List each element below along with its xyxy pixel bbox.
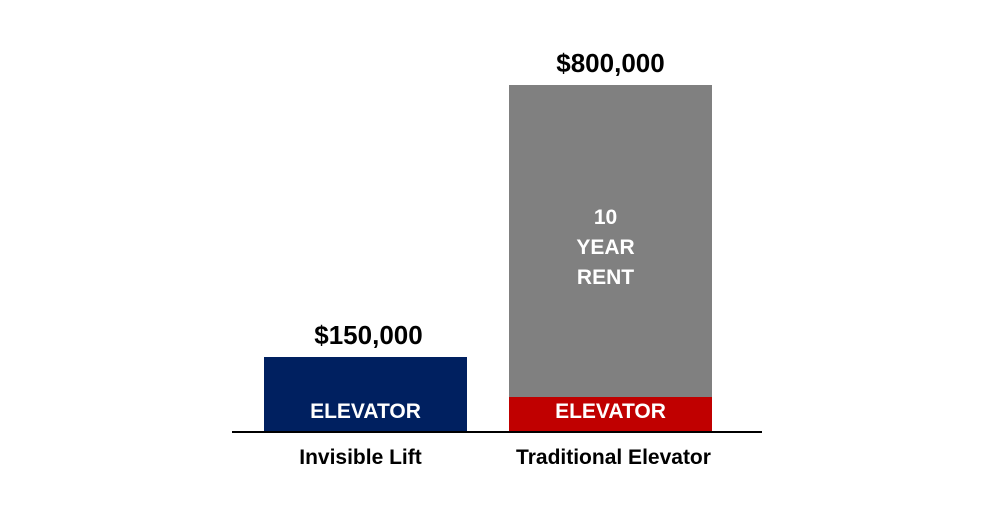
segment-label: ELEVATOR: [555, 399, 666, 423]
bar-segment: 10 YEAR RENT: [509, 85, 712, 398]
segment-label: 10 YEAR RENT: [576, 206, 635, 289]
x-axis-line: [232, 431, 762, 433]
bar-segment: ELEVATOR: [509, 397, 712, 432]
total-value-label: $800,000: [556, 48, 665, 78]
segment-label: ELEVATOR: [310, 400, 421, 423]
category-label: Invisible Lift: [299, 446, 422, 469]
category-label: Traditional Elevator: [516, 446, 711, 469]
bar-segment: ELEVATOR: [264, 357, 467, 432]
total-value-label: $150,000: [314, 320, 423, 350]
